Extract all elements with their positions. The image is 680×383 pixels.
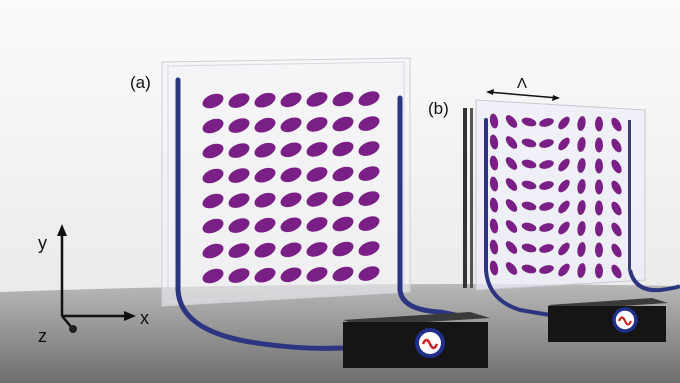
scene: Λ (a) (b) y x z [0, 0, 680, 383]
liquid-crystal-molecule [595, 201, 603, 216]
liquid-crystal-molecule [595, 117, 603, 132]
z-dot [69, 325, 77, 333]
panel-label: (a) [130, 73, 151, 92]
liquid-crystal-molecule [595, 138, 603, 153]
liquid-crystal-molecule [595, 243, 603, 258]
liquid-crystal-molecule [595, 222, 603, 237]
panel-label: (b) [428, 99, 449, 118]
liquid-crystal-molecule [595, 180, 603, 195]
axis-label: z [38, 326, 47, 346]
voltage-source [548, 306, 666, 342]
liquid-crystal-molecule [595, 159, 603, 174]
panel-b [463, 100, 645, 290]
axis-label: x [140, 308, 149, 328]
electrode [463, 108, 467, 288]
electrode [628, 120, 631, 270]
panel-a [162, 58, 410, 306]
electrode [470, 108, 473, 288]
period-label: Λ [517, 75, 527, 92]
liquid-crystal-molecule [595, 264, 603, 279]
axis-label: y [38, 233, 47, 253]
